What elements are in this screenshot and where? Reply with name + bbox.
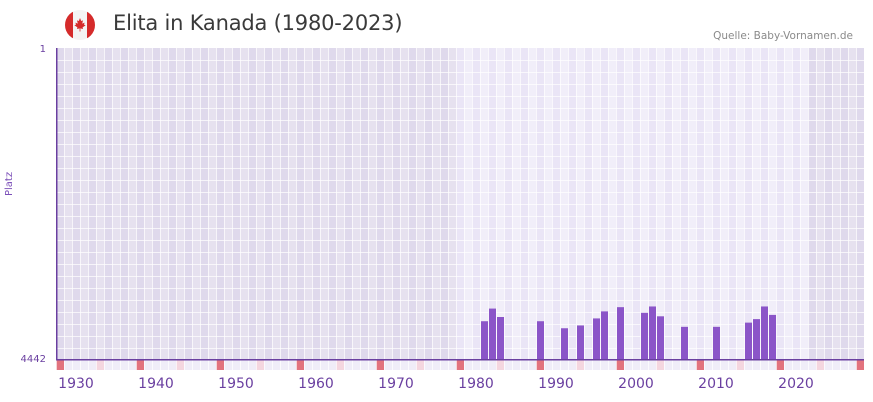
y-tick-bottom: 4442 xyxy=(20,354,46,365)
bar-2015[interactable] xyxy=(753,319,760,360)
x-tick-label: 1980 xyxy=(458,376,494,392)
y-axis-title: Platz xyxy=(4,171,15,196)
chart-plot-area xyxy=(56,48,864,370)
bar-2001[interactable] xyxy=(641,312,648,360)
y-tick-top: 1 xyxy=(39,44,46,55)
canada-flag-icon xyxy=(65,10,95,40)
bar-2017[interactable] xyxy=(769,314,776,360)
bar-2003[interactable] xyxy=(657,316,664,360)
x-tick-label: 1960 xyxy=(298,376,334,392)
bar-2010[interactable] xyxy=(713,326,720,360)
x-tick-label: 2000 xyxy=(618,376,654,392)
bar-1991[interactable] xyxy=(561,328,568,360)
x-tick-label: 1940 xyxy=(138,376,174,392)
source-credit: Quelle: Baby-Vornamen.de xyxy=(713,30,853,42)
bar-1995[interactable] xyxy=(593,318,600,360)
bar-chart xyxy=(56,48,864,370)
bar-2014[interactable] xyxy=(745,322,752,360)
x-tick-label: 1930 xyxy=(58,376,94,392)
bar-1983[interactable] xyxy=(497,317,504,360)
bar-1996[interactable] xyxy=(601,311,608,360)
x-axis-ticks: 1930 1940 1950 1960 1970 1980 1990 2000 2010 2020 xyxy=(0,376,873,398)
x-tick-label: 1970 xyxy=(378,376,414,392)
bar-1998[interactable] xyxy=(617,307,624,360)
x-tick-label: 1990 xyxy=(538,376,574,392)
bar-2002[interactable] xyxy=(649,306,656,360)
bar-1982[interactable] xyxy=(489,308,496,360)
bar-1981[interactable] xyxy=(481,321,488,360)
chart-title: Elita in Kanada (1980-2023) xyxy=(113,11,403,35)
bar-2016[interactable] xyxy=(761,306,768,360)
bar-1993[interactable] xyxy=(577,325,584,360)
chart-header: Elita in Kanada (1980-2023) Quelle: Baby… xyxy=(0,0,873,48)
bar-2006[interactable] xyxy=(681,326,688,360)
bar-1988[interactable] xyxy=(537,321,544,360)
x-tick-label: 2010 xyxy=(698,376,734,392)
x-tick-label: 2020 xyxy=(778,376,814,392)
x-tick-label: 1950 xyxy=(218,376,254,392)
